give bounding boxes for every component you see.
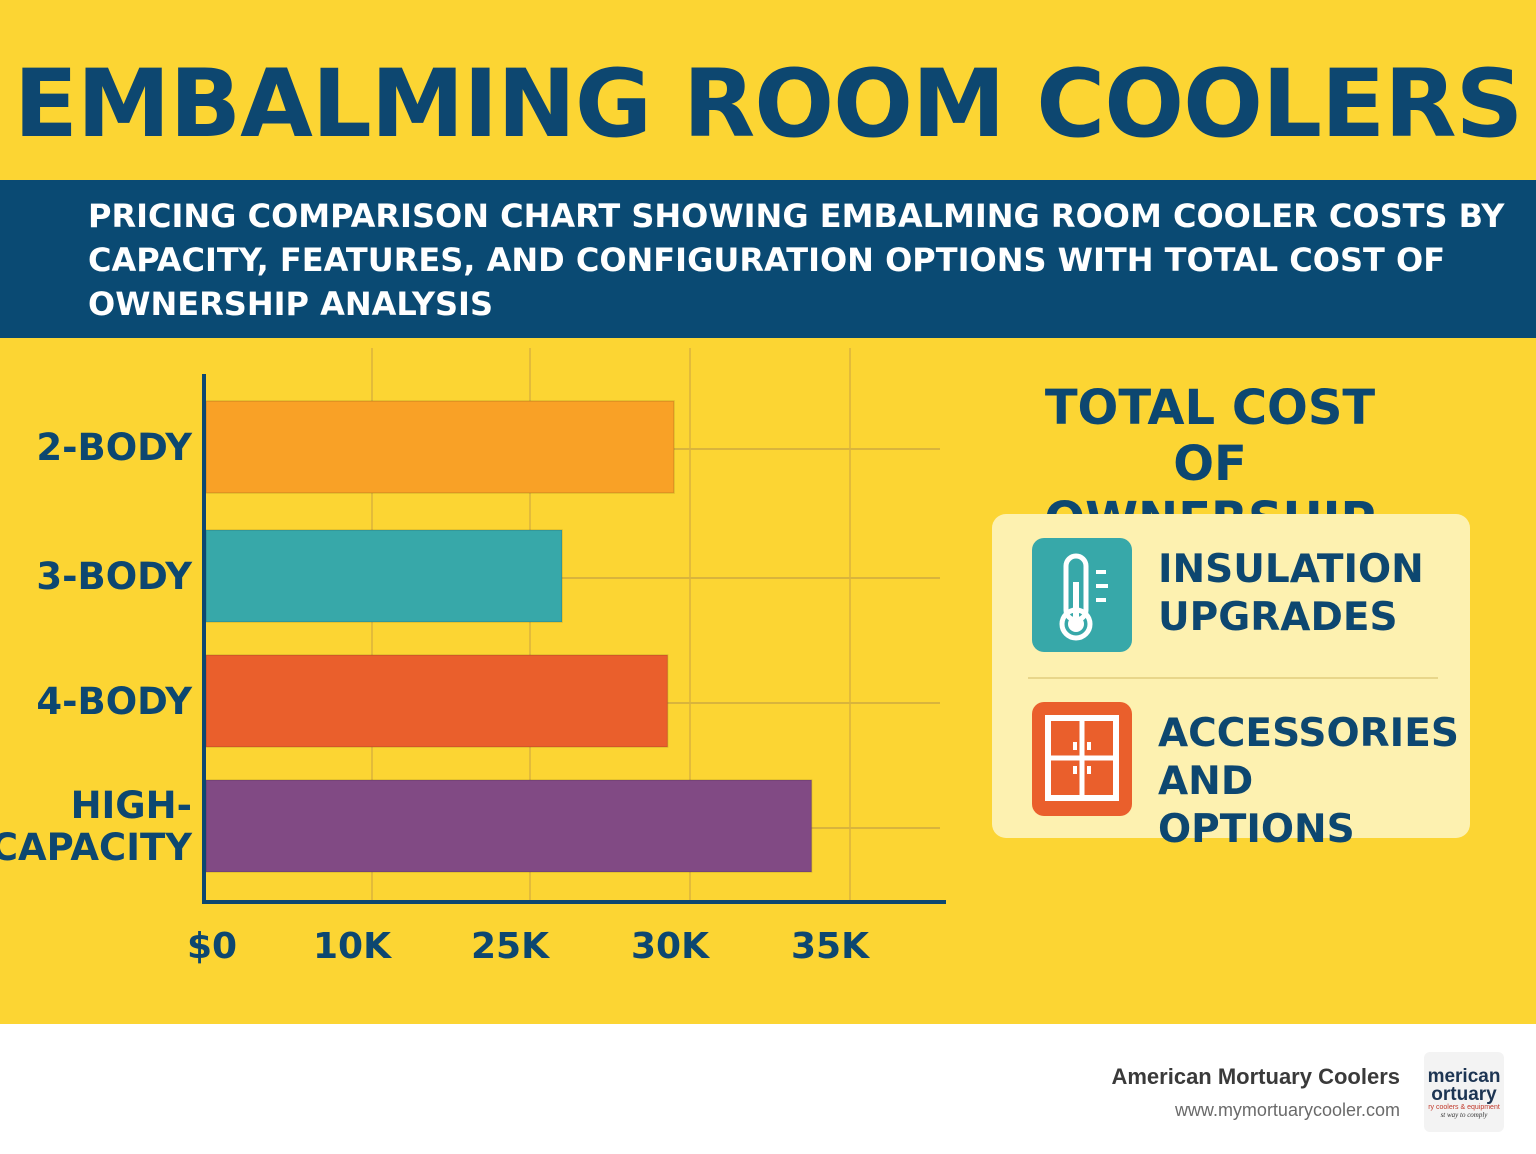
bar — [205, 779, 813, 873]
x-tick-label: 10K — [313, 926, 392, 967]
x-tick-label: 30K — [631, 926, 710, 967]
tco-item-insulation-line2: UPGRADES — [1158, 595, 1398, 640]
price-bar-chart: 2-BODY 3-BODY 4-BODY HIGH-CAPACITY $0 10K 25K 3… — [0, 338, 980, 998]
x-tick-label: 35K — [791, 926, 870, 967]
tco-divider — [1028, 677, 1438, 679]
category-label: 4-BODY — [36, 680, 193, 723]
category-label: 3-BODY — [36, 555, 193, 598]
x-tick-label: $0 — [187, 926, 237, 967]
bar — [205, 654, 669, 748]
logo-small1: ry coolers & equipment — [1428, 1104, 1500, 1111]
category-label: HIGH-CAPACITY — [0, 784, 193, 869]
tco-item-insulation-label: INSULATION UPGRADES — [1158, 546, 1424, 642]
tco-item-accessories-line1: ACCESSORIES — [1158, 711, 1459, 756]
x-tick-label: 25K — [471, 926, 550, 967]
category-label: 2-BODY — [36, 426, 193, 469]
subtitle-band — [0, 180, 1536, 338]
tco-item-accessories-line2: AND OPTIONS — [1158, 759, 1355, 852]
page-subtitle: PRICING COMPARISON CHART SHOWING EMBALMI… — [88, 197, 1505, 323]
tco-item-accessories-label: ACCESSORIES AND OPTIONS — [1158, 710, 1459, 854]
logo-line2: ortuary — [1431, 1084, 1497, 1105]
tco-card: INSULATION UPGRADES ACCESSORIES AND OPTI… — [992, 514, 1470, 852]
page-title: EMBALMING ROOM COOLERS — [13, 50, 1524, 159]
footer-url: www.mymortuarycooler.com — [1174, 1100, 1400, 1120]
tco-item-insulation-line1: INSULATION — [1158, 547, 1424, 592]
bar — [205, 400, 675, 494]
tco-item-insulation: INSULATION UPGRADES — [1032, 538, 1452, 658]
logo-line1: merican — [1428, 1066, 1501, 1087]
tco-item-accessories: ACCESSORIES AND OPTIONS — [1032, 702, 1459, 852]
company-logo: merican ortuary ry coolers & equipment s… — [1424, 1052, 1504, 1132]
cabinet-icon — [1032, 702, 1132, 816]
bar — [205, 529, 563, 623]
logo-small2: st way to comply — [1441, 1111, 1489, 1119]
footer-company-name: American Mortuary Coolers — [1111, 1064, 1400, 1089]
thermometer-icon — [1032, 538, 1132, 652]
tco-title-line1: TOTAL COST — [1044, 380, 1376, 436]
